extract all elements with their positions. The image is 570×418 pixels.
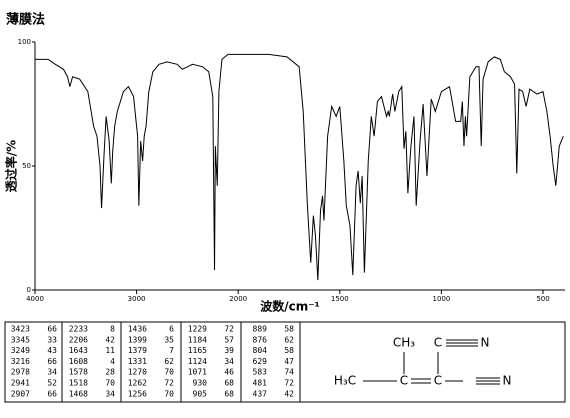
peak-wavenumber: 3249 [11, 346, 30, 355]
x-tick-label: 1000 [432, 295, 450, 303]
peak-wavenumber: 1436 [128, 325, 147, 334]
peak-wavenumber: 629 [253, 357, 268, 366]
peak-transmittance: 57 [224, 335, 234, 344]
peak-transmittance: 39 [224, 346, 234, 355]
peak-wavenumber: 437 [253, 389, 268, 398]
peak-wavenumber: 2978 [11, 368, 30, 377]
peak-transmittance: 66 [47, 389, 57, 398]
peak-wavenumber: 930 [193, 379, 208, 388]
peak-transmittance: 72 [284, 379, 294, 388]
table-dividers [61, 322, 301, 402]
peak-wavenumber: 1071 [188, 368, 207, 377]
x-tick-label: 3000 [128, 295, 146, 303]
table-frame [4, 321, 566, 403]
peak-wavenumber: 2206 [69, 335, 88, 344]
y-tick-label: 100 [18, 38, 31, 46]
peak-wavenumber: 3345 [11, 335, 30, 344]
peak-transmittance: 58 [284, 325, 294, 334]
peak-transmittance: 8 [110, 325, 115, 334]
peak-transmittance: 28 [105, 368, 115, 377]
peak-transmittance: 4 [110, 357, 115, 366]
peak-wavenumber: 1165 [188, 346, 207, 355]
peak-wavenumber: 804 [253, 346, 268, 355]
peak-wavenumber: 889 [253, 325, 268, 334]
peak-transmittance: 42 [284, 389, 294, 398]
peak-transmittance: 35 [164, 335, 174, 344]
peak-transmittance: 66 [47, 357, 57, 366]
peak-wavenumber: 1124 [188, 357, 207, 366]
peak-wavenumber: 3423 [11, 325, 30, 334]
peak-transmittance: 68 [224, 379, 234, 388]
peak-transmittance: 62 [284, 335, 294, 344]
peak-wavenumber: 1643 [69, 346, 88, 355]
x-tick-label: 1500 [331, 295, 349, 303]
peak-transmittance: 66 [47, 325, 57, 334]
peak-transmittance: 62 [164, 357, 174, 366]
atom-label: N [503, 374, 512, 388]
peak-transmittance: 34 [105, 389, 115, 398]
peak-transmittance: 74 [284, 368, 294, 377]
peak-transmittance: 11 [105, 346, 115, 355]
y-tick-label: 0 [27, 286, 31, 294]
x-tick-label: 4000 [26, 295, 44, 303]
peak-transmittance: 58 [284, 346, 294, 355]
peak-wavenumber: 2941 [11, 379, 30, 388]
peak-wavenumber: 1270 [128, 368, 147, 377]
peak-transmittance: 34 [47, 368, 57, 377]
peak-wavenumber: 1331 [128, 357, 147, 366]
peak-transmittance: 42 [105, 335, 115, 344]
peak-wavenumber: 2907 [11, 389, 30, 398]
peak-transmittance: 52 [47, 379, 57, 388]
peak-transmittance: 68 [224, 389, 234, 398]
atom-label: C [434, 374, 442, 388]
x-axis-label: 波数/cm⁻¹ [260, 299, 320, 314]
atom-label: C [400, 374, 408, 388]
chart-title: 薄膜法 [6, 12, 45, 28]
x-tick-label: 2000 [229, 295, 247, 303]
peak-transmittance: 7 [169, 346, 174, 355]
y-tick-label: 50 [22, 162, 31, 170]
peak-transmittance: 6 [169, 325, 174, 334]
peak-wavenumber: 1256 [128, 389, 147, 398]
peak-wavenumber: 3216 [11, 357, 30, 366]
atom-label: N [481, 336, 490, 350]
peak-wavenumber: 583 [253, 368, 268, 377]
y-axis-label: 透过率/% [4, 140, 19, 192]
peak-wavenumber: 1608 [69, 357, 88, 366]
peak-wavenumber: 876 [253, 335, 268, 344]
peak-wavenumber: 1468 [69, 389, 88, 398]
peak-wavenumber: 1578 [69, 368, 88, 377]
x-tick-label: 500 [536, 295, 549, 303]
peak-transmittance: 70 [164, 389, 174, 398]
peak-wavenumber: 1262 [128, 379, 147, 388]
peak-wavenumber: 1379 [128, 346, 147, 355]
atom-label: H₃C [334, 374, 356, 388]
peak-transmittance: 43 [47, 346, 57, 355]
peak-transmittance: 46 [224, 368, 234, 377]
peak-transmittance: 70 [164, 368, 174, 377]
atom-label: CH₃ [393, 336, 415, 350]
peak-wavenumber: 1184 [188, 335, 207, 344]
peak-wavenumber: 905 [193, 389, 208, 398]
spectrum-line [35, 53, 564, 281]
peak-transmittance: 70 [105, 379, 115, 388]
peak-wavenumber: 1399 [128, 335, 147, 344]
bonds [363, 339, 500, 385]
peak-transmittance: 47 [284, 357, 294, 366]
peak-transmittance: 34 [224, 357, 234, 366]
peak-wavenumber: 481 [253, 379, 268, 388]
atom-label: C [434, 336, 442, 350]
peak-wavenumber: 1229 [188, 325, 207, 334]
peak-transmittance: 72 [164, 379, 174, 388]
peak-wavenumber: 2233 [69, 325, 88, 334]
peak-transmittance: 33 [47, 335, 57, 344]
peak-wavenumber: 1518 [69, 379, 88, 388]
peak-transmittance: 72 [224, 325, 234, 334]
